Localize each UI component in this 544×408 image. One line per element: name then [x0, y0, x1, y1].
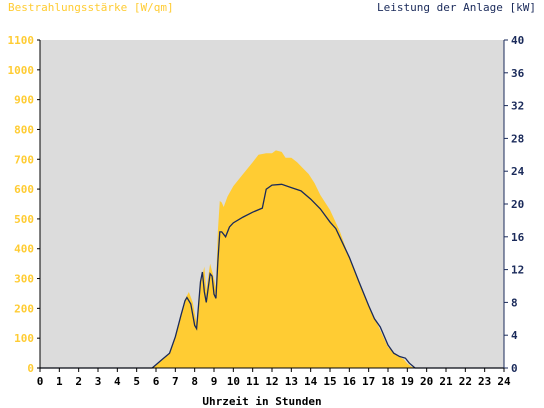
x-tick-label: 17 — [362, 375, 375, 388]
x-tick-label: 15 — [323, 375, 336, 388]
left-tick-label: 1000 — [8, 64, 35, 77]
x-tick-label: 13 — [285, 375, 298, 388]
right-tick-label: 40 — [511, 34, 524, 47]
x-tick-label: 24 — [497, 375, 511, 388]
left-tick-label: 400 — [14, 243, 34, 256]
x-tick-label: 22 — [459, 375, 472, 388]
x-axis-title: Uhrzeit in Stunden — [202, 395, 321, 408]
left-tick-label: 600 — [14, 183, 34, 196]
left-tick-label: 1100 — [8, 34, 35, 47]
left-tick-label: 200 — [14, 302, 34, 315]
x-tick-label: 4 — [114, 375, 121, 388]
left-tick-label: 0 — [27, 362, 34, 375]
right-tick-label: 4 — [511, 329, 518, 342]
x-tick-label: 16 — [343, 375, 357, 388]
x-tick-label: 23 — [478, 375, 491, 388]
x-tick-label: 5 — [133, 375, 140, 388]
left-tick-label: 500 — [14, 213, 34, 226]
x-tick-label: 14 — [304, 375, 318, 388]
right-tick-label: 8 — [511, 296, 518, 309]
x-axis-ticks: 0 1 2 3 4 5 6 7 8 9 10 11 12 13 14 15 16 17 18 19 20 21 22 23 24 — [37, 368, 511, 388]
x-tick-label: 20 — [420, 375, 433, 388]
x-tick-label: 9 — [211, 375, 218, 388]
power-line — [40, 183, 504, 369]
x-tick-label: 7 — [172, 375, 179, 388]
irradiance-area — [40, 150, 504, 368]
x-tick-label: 12 — [265, 375, 278, 388]
x-tick-label: 3 — [95, 375, 102, 388]
right-tick-label: 12 — [511, 264, 524, 277]
x-tick-label: 1 — [56, 375, 63, 388]
right-axis-title: Leistung der Anlage [kW] — [377, 1, 536, 14]
x-tick-label: 6 — [153, 375, 160, 388]
left-tick-label: 900 — [14, 94, 34, 107]
right-tick-label: 0 — [511, 362, 518, 375]
x-tick-label: 2 — [75, 375, 82, 388]
right-tick-label: 24 — [511, 165, 525, 178]
right-tick-label: 28 — [511, 132, 524, 145]
left-tick-label: 700 — [14, 153, 34, 166]
right-tick-label: 16 — [511, 231, 525, 244]
left-tick-label: 100 — [14, 332, 34, 345]
x-tick-label: 19 — [401, 375, 414, 388]
x-tick-label: 0 — [37, 375, 44, 388]
left-axis-title: Bestrahlungsstärke [W/qm] — [8, 1, 174, 14]
left-tick-label: 300 — [14, 273, 34, 286]
right-tick-label: 36 — [511, 67, 525, 80]
x-tick-label: 21 — [439, 375, 453, 388]
left-axis-ticks: 0 100 200 300 400 500 600 700 800 900 1000 1100 — [8, 34, 40, 375]
left-tick-label: 800 — [14, 123, 34, 136]
right-tick-label: 20 — [511, 198, 524, 211]
right-tick-label: 32 — [511, 100, 524, 113]
x-tick-label: 11 — [246, 375, 260, 388]
x-tick-label: 18 — [381, 375, 394, 388]
right-axis-ticks: 0 4 8 12 16 20 24 28 32 36 40 — [504, 34, 525, 375]
x-tick-label: 8 — [191, 375, 198, 388]
x-tick-label: 10 — [227, 375, 240, 388]
